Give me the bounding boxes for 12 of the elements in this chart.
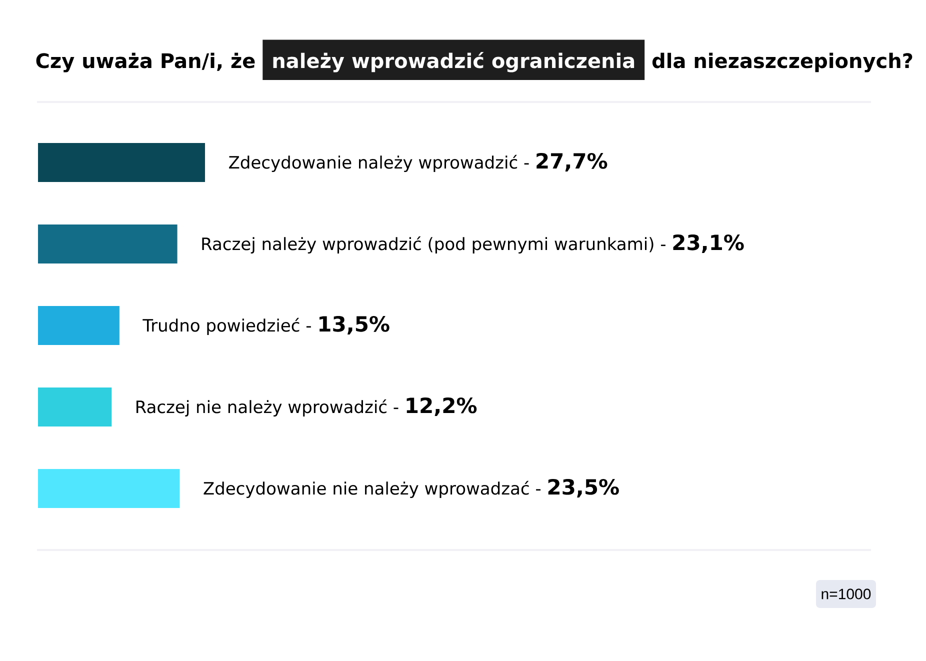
bar bbox=[38, 387, 112, 426]
data-label: Raczej należy wprowadzić (pod pewnymi warunkami) - 23,1% bbox=[202, 234, 744, 254]
data-label: Zdecydowanie nie należy wprowadzać - 23,5% bbox=[204, 478, 619, 498]
bar bbox=[38, 306, 120, 345]
bar bbox=[38, 468, 180, 508]
data-label: Trudno powiedzieć - 13,5% bbox=[142, 316, 390, 336]
bar bbox=[38, 143, 206, 182]
bar bbox=[38, 224, 178, 264]
data-label: Raczej nie należy wprowadzić - 12,2% bbox=[136, 397, 477, 417]
text: Czy uważa Pan/i, że należy wprowadzić ograniczenia dla niezaszczepionych? bbox=[36, 52, 912, 72]
data-label: Zdecydowanie należy wprowadzić - 27,7% bbox=[229, 152, 608, 172]
text: n=1000 bbox=[822, 588, 871, 600]
